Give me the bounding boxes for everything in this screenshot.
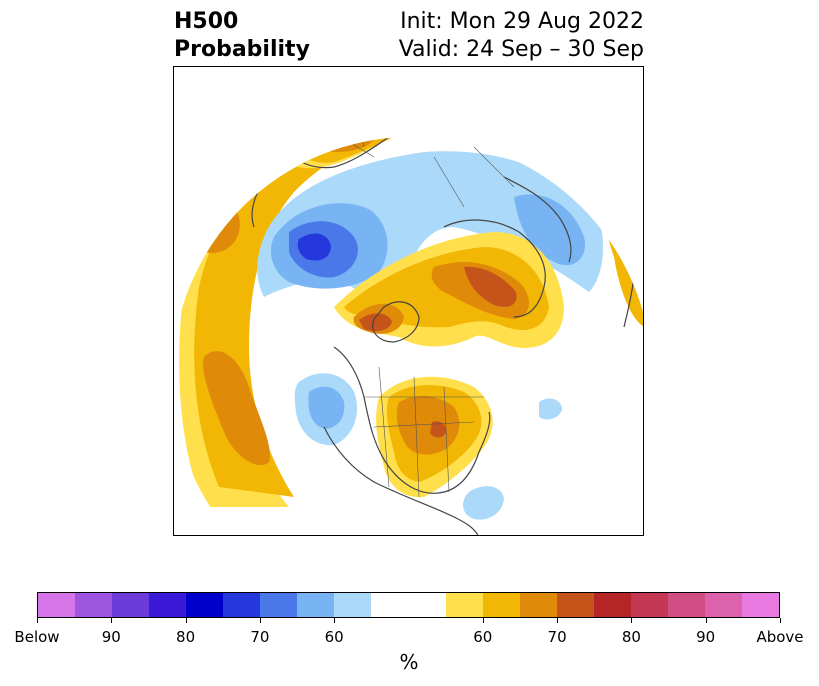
colorbar-tick-label: 70	[547, 628, 567, 646]
colorbar-tick-mark	[259, 618, 261, 623]
colorbar-tick-label: 80	[621, 628, 641, 646]
probability-label: Probability	[174, 37, 310, 62]
colorbar-segment	[149, 593, 187, 617]
colorbar-unit-label: %	[399, 650, 419, 674]
colorbar-segment	[112, 593, 150, 617]
colorbar	[37, 592, 780, 618]
colorbar-segment	[297, 593, 335, 617]
colorbar-segment	[334, 593, 372, 617]
colorbar-tick-label: 90	[696, 628, 716, 646]
probability-map	[174, 67, 643, 535]
colorbar-tick-mark	[111, 618, 113, 623]
valid-range-label: Valid: 24 Sep – 30 Sep	[398, 37, 644, 62]
colorbar-tick-label: Below	[14, 628, 60, 646]
map-panel	[173, 66, 644, 536]
init-date-label: Init: Mon 29 Aug 2022	[400, 9, 644, 34]
colorbar-tick-label: Above	[756, 628, 804, 646]
colorbar-tick-label: 70	[250, 628, 270, 646]
variable-label: H500	[174, 9, 239, 34]
colorbar-segment	[186, 593, 224, 617]
above-normal-greenland	[334, 232, 564, 348]
colorbar-tick-mark	[482, 618, 484, 623]
colorbar-segment	[741, 593, 779, 617]
colorbar-tick-mark	[631, 618, 633, 623]
colorbar-segment	[667, 593, 705, 617]
below-normal-north-america	[294, 373, 562, 520]
colorbar-segment	[75, 593, 113, 617]
colorbar-segment	[482, 593, 520, 617]
title-left: H500 Probability	[174, 8, 310, 64]
colorbar-tick-mark	[705, 618, 707, 623]
above-normal-north-america	[376, 376, 493, 498]
colorbar-tick-mark	[780, 618, 781, 623]
colorbar-segment	[556, 593, 594, 617]
title-right: Init: Mon 29 Aug 2022 Valid: 24 Sep – 30…	[399, 8, 644, 64]
colorbar-tick-label: 60	[324, 628, 344, 646]
colorbar-tick-mark	[557, 618, 559, 623]
colorbar-segment	[704, 593, 742, 617]
colorbar-tick-label: 60	[473, 628, 493, 646]
colorbar-tick-mark	[334, 618, 336, 623]
colorbar-segment	[519, 593, 557, 617]
colorbar-segment	[371, 593, 446, 617]
colorbar-tick-mark	[185, 618, 187, 623]
colorbar-segment	[260, 593, 298, 617]
colorbar-segment	[223, 593, 261, 617]
colorbar-tick-label: 90	[101, 628, 121, 646]
colorbar-tick-label: 80	[176, 628, 196, 646]
below-normal-siberia	[257, 151, 604, 297]
colorbar-segment	[445, 593, 483, 617]
colorbar-segment	[38, 593, 76, 617]
colorbar-segment	[630, 593, 668, 617]
colorbar-segment	[593, 593, 631, 617]
colorbar-tick-mark	[37, 618, 38, 623]
